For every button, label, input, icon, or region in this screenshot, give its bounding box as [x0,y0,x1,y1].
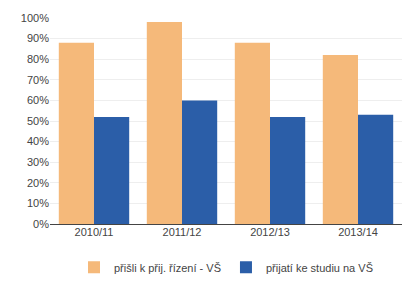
svg-text:20%: 20% [27,177,49,189]
svg-text:2010/11: 2010/11 [75,226,114,238]
svg-text:60%: 60% [27,94,49,106]
svg-text:80%: 80% [27,53,49,65]
svg-text:30%: 30% [27,156,49,168]
svg-text:100%: 100% [21,12,49,24]
svg-text:přijatí ke studiu na VŠ: přijatí ke studiu na VŠ [266,262,373,274]
svg-text:2013/14: 2013/14 [338,226,378,238]
svg-text:70%: 70% [27,74,49,86]
svg-text:90%: 90% [27,32,49,44]
svg-text:40%: 40% [27,135,49,147]
svg-text:2011/12: 2011/12 [163,226,202,238]
svg-text:10%: 10% [27,197,49,209]
svg-text:50%: 50% [27,115,49,127]
svg-text:0%: 0% [33,218,49,230]
svg-text:přišli k přij. řízení - VŠ: přišli k přij. řízení - VŠ [114,262,221,274]
svg-text:2012/13: 2012/13 [250,226,290,238]
